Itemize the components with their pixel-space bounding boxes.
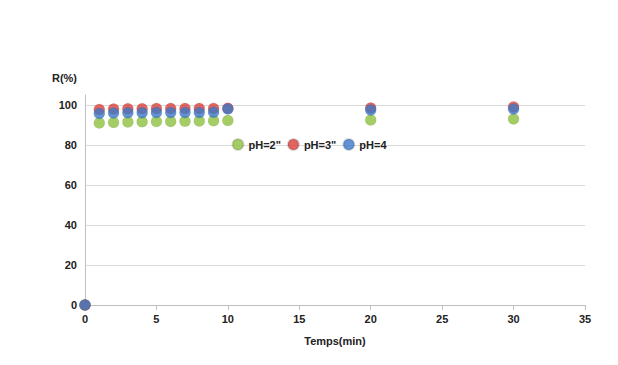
svg-text:60: 60 [65, 179, 77, 191]
svg-text:0: 0 [82, 313, 88, 325]
svg-text:10: 10 [222, 313, 234, 325]
svg-text:100: 100 [59, 99, 77, 111]
svg-text:80: 80 [65, 139, 77, 151]
svg-text:25: 25 [436, 313, 448, 325]
svg-text:5: 5 [153, 313, 159, 325]
svg-text:35: 35 [579, 313, 591, 325]
svg-text:15: 15 [293, 313, 305, 325]
svg-text:0: 0 [71, 299, 77, 311]
svg-text:pH=2": pH=2" [248, 139, 280, 151]
svg-text:20: 20 [365, 313, 377, 325]
svg-text:20: 20 [65, 259, 77, 271]
svg-text:40: 40 [65, 219, 77, 231]
svg-text:R(%): R(%) [52, 72, 77, 84]
svg-text:30: 30 [507, 313, 519, 325]
svg-text:Temps(min): Temps(min) [304, 335, 366, 347]
svg-text:pH=4: pH=4 [359, 139, 387, 151]
svg-text:pH=3": pH=3" [304, 139, 336, 151]
